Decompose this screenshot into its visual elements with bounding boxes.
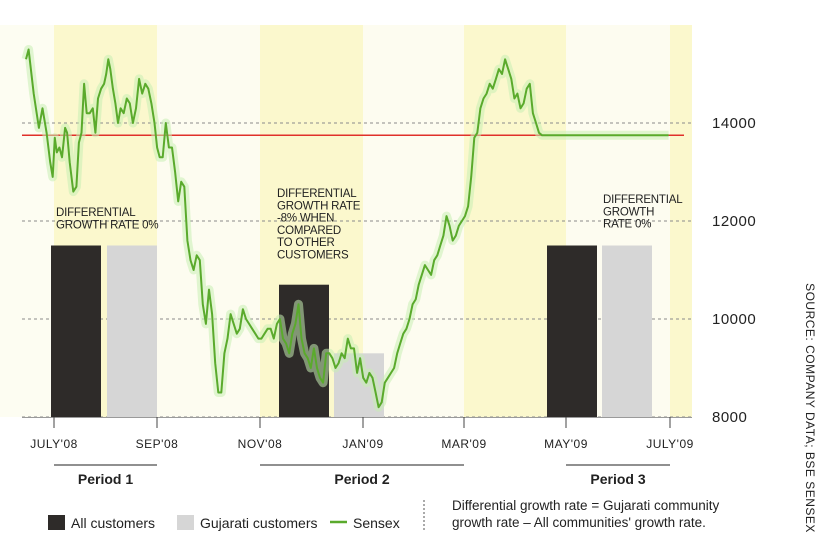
x-tick-label-6: JULY'09 (646, 437, 694, 451)
source-label: SOURCE: COMPANY DATA; BSE SENSEX (803, 283, 817, 533)
period-label-3: Period 3 (590, 471, 645, 487)
x-tick-label-4: MAR'09 (441, 437, 486, 451)
legend-label-gujarati-customers: Gujarati customers (200, 515, 317, 531)
annotation-1-line-2: GROWTH RATE 0% (56, 219, 158, 231)
note: Differential growth rate = Gujarati comm… (423, 498, 719, 532)
annotation-2-line-4: COMPARED (277, 225, 341, 237)
legend-label-sensex: Sensex (353, 515, 400, 531)
period-band-0 (0, 25, 54, 417)
legend: All customers Gujarati customers Sensex (48, 515, 400, 531)
y-tick-label-14000: 14000 (712, 115, 756, 132)
annotation-3-line-2: GROWTH (603, 206, 654, 218)
x-tick-label-1: SEP'08 (136, 437, 179, 451)
bar-period3-gujarati-customers (602, 245, 652, 417)
note-line-1: Differential growth rate = Gujarati comm… (452, 498, 719, 513)
y-axis-labels: 8000 10000 12000 14000 (712, 115, 756, 426)
annotation-1-line-1: DIFFERENTIAL (56, 207, 136, 219)
legend-label-all-customers: All customers (71, 515, 155, 531)
period-labels: Period 1 Period 2 Period 3 (54, 464, 670, 487)
annotation-2-line-1: DIFFERENTIAL (277, 188, 357, 200)
source: SOURCE: COMPANY DATA; BSE SENSEX (803, 283, 817, 533)
annotation-2-line-3: -8% WHEN (277, 213, 334, 225)
y-tick-label-10000: 10000 (712, 311, 756, 328)
period-label-1: Period 1 (78, 471, 133, 487)
y-tick-label-8000: 8000 (712, 409, 747, 426)
sensex-line-group (21, 45, 684, 412)
y-tick-label-12000: 12000 (712, 213, 756, 230)
x-tick-label-5: MAY'09 (544, 437, 588, 451)
bar-period1-all-customers (51, 245, 101, 417)
period-band-7 (670, 25, 692, 417)
legend-swatch-all-customers (48, 515, 65, 530)
bar-period3-all-customers (547, 245, 597, 417)
x-axis: JULY'08 SEP'08 NOV'08 JAN'09 MAR'09 MAY'09 JUL… (22, 417, 694, 451)
x-tick-label-0: JULY'08 (30, 437, 78, 451)
x-tick-label-3: JAN'09 (342, 437, 383, 451)
x-tick-label-2: NOV'08 (238, 437, 283, 451)
annotation-2-line-6: CUSTOMERS (277, 250, 349, 262)
legend-swatch-gujarati-customers (177, 515, 194, 530)
annotation-3-line-1: DIFFERENTIAL (603, 194, 683, 206)
annotation-2-line-5: TO OTHER (277, 237, 335, 249)
annotation-2-line-2: GROWTH RATE (277, 200, 361, 212)
note-line-2: growth rate – All communities' growth ra… (452, 515, 706, 530)
annotation-3-line-3: RATE 0% (603, 219, 651, 231)
bars (51, 245, 652, 417)
sensex-line (25, 48, 669, 409)
period-label-2: Period 2 (334, 471, 389, 487)
bar-period1-gujarati-customers (107, 245, 157, 417)
